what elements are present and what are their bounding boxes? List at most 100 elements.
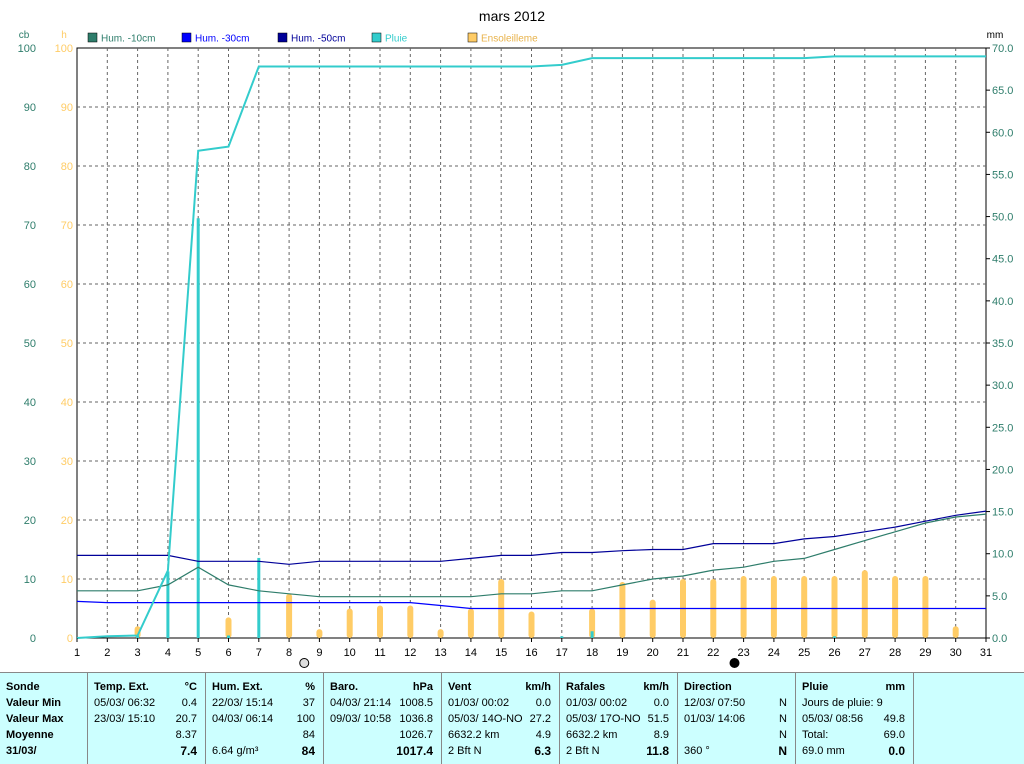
x-tick-label: 27 <box>859 647 871 659</box>
legend-swatch <box>277 32 288 43</box>
x-tick-label: 14 <box>465 647 477 659</box>
x-tick-label: 23 <box>737 647 749 659</box>
rain-daily-bars <box>136 218 836 638</box>
rafales-min-value: 0.0 <box>653 697 669 709</box>
sunshine-bar <box>952 626 959 638</box>
direction-min-value: N <box>779 697 787 709</box>
rain-bar <box>136 635 140 638</box>
right-tick-label: 10.0 <box>992 549 1013 561</box>
label-avg: Moyenne <box>6 729 54 741</box>
pluie-total-value: 69.0 <box>883 729 905 741</box>
rain-bar <box>560 636 564 638</box>
left-tick-label: 80 <box>24 161 36 173</box>
sunshine-bar <box>892 576 899 638</box>
moon-markers <box>299 658 740 668</box>
x-tick-label: 4 <box>165 647 171 659</box>
x-tick-label: 10 <box>344 647 356 659</box>
left-tick-label: 100 <box>18 43 36 55</box>
right-tick-label: 5.0 <box>992 591 1007 603</box>
right-tick-label: 65.0 <box>992 85 1013 97</box>
sunshine-bar <box>922 576 929 638</box>
vent-unit: km/h <box>525 681 551 693</box>
x-tick-label: 17 <box>556 647 568 659</box>
baro-max-date: 09/03/ 10:58 <box>330 713 392 725</box>
left-tick-label: 50 <box>24 338 36 350</box>
x-tick-label: 29 <box>919 647 931 659</box>
left-secondary-tick-label: 100 <box>55 43 73 55</box>
vent-min-value: 0.0 <box>535 697 551 709</box>
sunshine-bar <box>801 599 808 638</box>
stats-rafales-column: Rafales km/h 01/03/ 00:02 0.0 05/03/ 17O-N… <box>560 673 678 764</box>
hum-max-value: 100 <box>296 713 315 725</box>
x-tick-label: 25 <box>798 647 810 659</box>
direction-last: N <box>778 744 787 758</box>
left-secondary-tick-label: 20 <box>61 515 73 527</box>
left-secondary-tick-label: 60 <box>61 279 73 291</box>
pluie-unit: mm <box>885 681 905 693</box>
legend-swatch <box>467 32 478 43</box>
baro-min-value: 1008.5 <box>399 697 433 709</box>
rafales-distance: 6632.2 km <box>566 729 618 741</box>
legend: Hum. -10cm Hum. -30cm Hum. -50cm Pluie Ensol… <box>87 32 538 45</box>
x-tick-label: 21 <box>677 647 689 659</box>
left-secondary-tick-label: 0 <box>67 633 73 645</box>
temp-unit: °C <box>184 681 197 693</box>
pluie-max-value: 49.8 <box>883 713 905 725</box>
x-tick-label: 11 <box>374 647 385 659</box>
vent-title: Vent <box>448 681 472 693</box>
left-secondary-tick-label: 80 <box>61 161 73 173</box>
rafales-max-date: 05/03/ 17O-NO <box>566 713 641 725</box>
x-tick-label: 28 <box>889 647 901 659</box>
x-tick-label: 19 <box>616 647 628 659</box>
right-tick-label: 40.0 <box>992 296 1013 308</box>
sunshine-bar <box>589 608 596 638</box>
left-secondary-tick-label: 30 <box>61 456 73 468</box>
temp-title: Temp. Ext. <box>94 681 149 693</box>
left-secondary-tick-label: 10 <box>61 574 73 586</box>
left-tick-label: 10 <box>24 574 36 586</box>
baro-min-date: 04/03/ 21:14 <box>330 697 392 709</box>
stats-direction-column: Direction 12/03/ 07:50 N 01/03/ 14:06 N N … <box>678 673 796 764</box>
left-secondary-tick-label: 40 <box>61 397 73 409</box>
right-tick-label: 25.0 <box>992 422 1013 434</box>
temp-max-date: 23/03/ 15:10 <box>94 713 156 725</box>
stats-panel: Sonde Valeur Min Valeur Max Moyenne 31/0… <box>0 672 1024 764</box>
pluie-title: Pluie <box>802 681 829 693</box>
pluie-total-label: Total: <box>802 729 829 741</box>
vent-max-date: 05/03/ 14O-NO <box>448 713 523 725</box>
temp-min-date: 05/03/ 06:32 <box>94 697 156 709</box>
x-tick-label: 3 <box>135 647 141 659</box>
hum-max-date: 04/03/ 06:14 <box>212 713 274 725</box>
x-tick-label: 5 <box>195 647 201 659</box>
right-tick-label: 45.0 <box>992 254 1013 266</box>
left-tick-label: 30 <box>24 456 36 468</box>
series-line <box>77 513 987 598</box>
x-tick-label: 22 <box>707 647 719 659</box>
vent-distance: 6632.2 km <box>448 729 500 741</box>
rafales-min-date: 01/03/ 00:02 <box>566 697 628 709</box>
x-tick-label: 9 <box>316 647 322 659</box>
direction-title: Direction <box>684 681 732 693</box>
hum-title: Hum. Ext. <box>212 681 263 693</box>
baro-unit: hPa <box>412 681 433 693</box>
vent-last: 6.3 <box>534 744 551 758</box>
pluie-max-date: 05/03/ 08:56 <box>802 713 864 725</box>
hum-last: 84 <box>301 744 315 758</box>
legend-swatch <box>371 32 382 43</box>
sunshine-bar <box>861 570 868 638</box>
legend-label: Hum. -50cm <box>291 34 345 45</box>
full-moon-icon <box>299 658 310 668</box>
sunshine-bar <box>437 629 444 638</box>
chart-title: mars 2012 <box>479 8 545 24</box>
rafales-extra: 2 Bft N <box>566 745 600 757</box>
vent-avg: 4.9 <box>535 729 551 741</box>
pluie-rain-days: Jours de pluie: 9 <box>802 697 883 709</box>
rafales-last: 11.8 <box>646 744 669 758</box>
x-tick-label: 6 <box>225 647 231 659</box>
grid <box>77 48 986 638</box>
left-tick-label: 90 <box>24 102 36 114</box>
stats-pluie-column: Pluie mm Jours de pluie: 9 05/03/ 08:56 49… <box>796 673 914 764</box>
right-tick-label: 55.0 <box>992 169 1013 181</box>
legend-label: Hum. -30cm <box>195 34 249 45</box>
left-secondary-tick-label: 70 <box>61 220 73 232</box>
